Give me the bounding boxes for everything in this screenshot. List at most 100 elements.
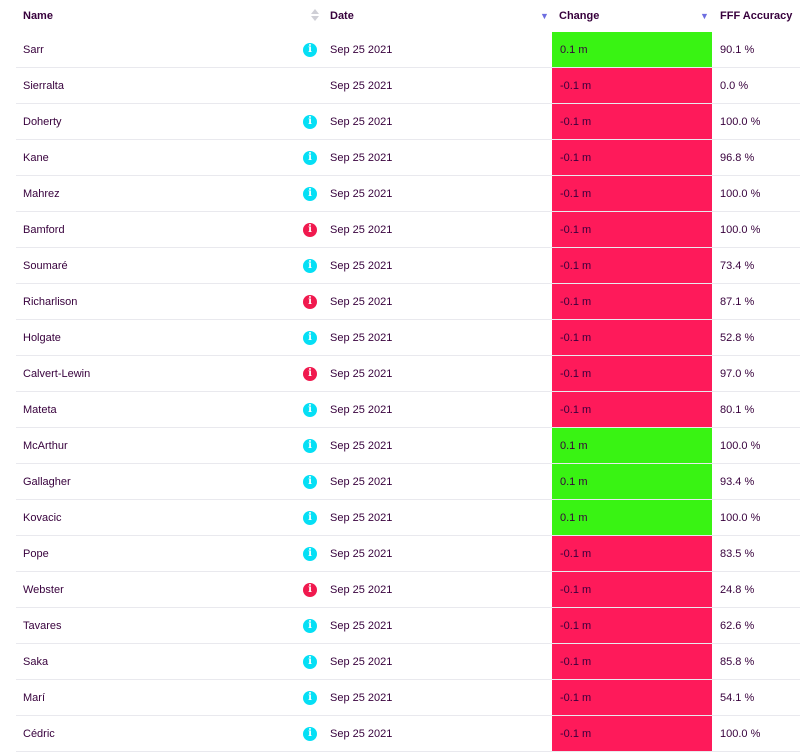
table-row[interactable]: Tavares i Sep 25 2021 -0.1 m 62.6 % <box>0 608 800 644</box>
info-icon[interactable]: i <box>303 258 317 273</box>
table-row[interactable]: Cédric i Sep 25 2021 -0.1 m 100.0 % <box>0 716 800 752</box>
info-cell: i <box>296 572 324 607</box>
change-date: Sep 25 2021 <box>330 691 393 704</box>
info-cell: i <box>296 176 324 211</box>
info-icon[interactable]: i <box>303 510 317 525</box>
price-change: -0.1 m <box>560 295 592 308</box>
player-name: Cédric <box>23 727 55 740</box>
table-row[interactable]: Marí i Sep 25 2021 -0.1 m 54.1 % <box>0 680 800 716</box>
player-name: McArthur <box>23 439 68 452</box>
change-date: Sep 25 2021 <box>330 187 393 200</box>
fff-accuracy: 96.8 % <box>720 151 755 164</box>
info-icon[interactable]: i <box>303 438 317 453</box>
player-name: Holgate <box>23 331 61 344</box>
change-date: Sep 25 2021 <box>330 583 393 596</box>
table-row[interactable]: Webster i Sep 25 2021 -0.1 m 24.8 % <box>0 572 800 608</box>
table-row[interactable]: Pope i Sep 25 2021 -0.1 m 83.5 % <box>0 536 800 572</box>
table-row[interactable]: Sarr i Sep 25 2021 0.1 m 90.1 % <box>0 32 800 68</box>
player-name: Mahrez <box>23 187 60 200</box>
change-indicator <box>552 500 712 535</box>
info-icon[interactable]: i <box>303 402 317 417</box>
info-icon[interactable]: i <box>303 618 317 633</box>
fff-accuracy: 100.0 % <box>720 187 761 200</box>
info-icon[interactable]: i <box>303 150 317 165</box>
info-icon[interactable]: i <box>303 474 317 489</box>
sort-desc-icon[interactable]: ▼ <box>700 11 709 21</box>
player-name: Tavares <box>23 619 62 632</box>
column-header-accuracy[interactable]: FFF Accuracy <box>720 10 793 22</box>
price-change: -0.1 m <box>560 583 592 596</box>
change-date: Sep 25 2021 <box>330 223 393 236</box>
fff-accuracy: 100.0 % <box>720 223 761 236</box>
column-header-date[interactable]: Date <box>330 10 354 22</box>
table-row[interactable]: Kovacic i Sep 25 2021 0.1 m 100.0 % <box>0 500 800 536</box>
price-change: 0.1 m <box>560 475 588 488</box>
info-icon[interactable]: i <box>303 186 317 201</box>
info-icon[interactable]: i <box>303 114 317 129</box>
player-name: Doherty <box>23 115 62 128</box>
change-date: Sep 25 2021 <box>330 439 393 452</box>
player-name: Bamford <box>23 223 65 236</box>
price-change: -0.1 m <box>560 187 592 200</box>
info-icon[interactable]: i <box>303 546 317 561</box>
change-indicator <box>552 68 712 103</box>
change-indicator <box>552 428 712 463</box>
fff-accuracy: 83.5 % <box>720 547 755 560</box>
price-change: 0.1 m <box>560 511 588 524</box>
table-row[interactable]: Mateta i Sep 25 2021 -0.1 m 80.1 % <box>0 392 800 428</box>
info-cell: i <box>296 356 324 391</box>
sort-desc-icon[interactable]: ▼ <box>540 11 549 21</box>
table-row[interactable]: Bamford i Sep 25 2021 -0.1 m 100.0 % <box>0 212 800 248</box>
column-header-name[interactable]: Name <box>23 10 53 22</box>
change-indicator <box>552 284 712 319</box>
price-change: 0.1 m <box>560 43 588 56</box>
info-cell: i <box>296 104 324 139</box>
change-indicator <box>552 212 712 247</box>
price-change: -0.1 m <box>560 547 592 560</box>
table-row[interactable]: Kane i Sep 25 2021 -0.1 m 96.8 % <box>0 140 800 176</box>
table-body: Sarr i Sep 25 2021 0.1 m 90.1 % Sierralta Sep … <box>0 32 800 752</box>
price-change: -0.1 m <box>560 691 592 704</box>
change-date: Sep 25 2021 <box>330 115 393 128</box>
table-row[interactable]: Richarlison i Sep 25 2021 -0.1 m 87.1 % <box>0 284 800 320</box>
table-row[interactable]: Holgate i Sep 25 2021 -0.1 m 52.8 % <box>0 320 800 356</box>
table-row[interactable]: Sierralta Sep 25 2021 -0.1 m 0.0 % <box>0 68 800 104</box>
sort-icon[interactable] <box>310 8 320 24</box>
info-alert-icon[interactable]: i <box>303 366 317 381</box>
info-cell: i <box>296 464 324 499</box>
table-row[interactable]: McArthur i Sep 25 2021 0.1 m 100.0 % <box>0 428 800 464</box>
info-cell: i <box>296 716 324 751</box>
price-change: -0.1 m <box>560 79 592 92</box>
price-change: -0.1 m <box>560 367 592 380</box>
info-alert-icon[interactable]: i <box>303 582 317 597</box>
fff-accuracy: 62.6 % <box>720 619 755 632</box>
info-alert-icon[interactable]: i <box>303 294 317 309</box>
change-date: Sep 25 2021 <box>330 511 393 524</box>
fff-accuracy: 85.8 % <box>720 655 755 668</box>
price-change: -0.1 m <box>560 331 592 344</box>
info-icon[interactable]: i <box>303 690 317 705</box>
info-icon[interactable]: i <box>303 726 317 741</box>
info-icon[interactable]: i <box>303 42 317 57</box>
info-cell: i <box>296 500 324 535</box>
change-indicator <box>552 356 712 391</box>
table-row[interactable]: Doherty i Sep 25 2021 -0.1 m 100.0 % <box>0 104 800 140</box>
change-date: Sep 25 2021 <box>330 547 393 560</box>
player-name: Saka <box>23 655 49 668</box>
info-icon[interactable]: i <box>303 330 317 345</box>
change-date: Sep 25 2021 <box>330 367 393 380</box>
change-indicator <box>552 680 712 715</box>
change-indicator <box>552 32 712 67</box>
info-icon[interactable]: i <box>303 654 317 669</box>
table-row[interactable]: Calvert-Lewin i Sep 25 2021 -0.1 m 97.0 % <box>0 356 800 392</box>
price-change: 0.1 m <box>560 439 588 452</box>
info-cell: i <box>296 644 324 679</box>
table-row[interactable]: Gallagher i Sep 25 2021 0.1 m 93.4 % <box>0 464 800 500</box>
table-row[interactable]: Soumaré i Sep 25 2021 -0.1 m 73.4 % <box>0 248 800 284</box>
info-alert-icon[interactable]: i <box>303 222 317 237</box>
player-name: Sierralta <box>23 79 64 92</box>
change-date: Sep 25 2021 <box>330 475 393 488</box>
column-header-change[interactable]: Change <box>559 10 600 22</box>
table-row[interactable]: Mahrez i Sep 25 2021 -0.1 m 100.0 % <box>0 176 800 212</box>
table-row[interactable]: Saka i Sep 25 2021 -0.1 m 85.8 % <box>0 644 800 680</box>
